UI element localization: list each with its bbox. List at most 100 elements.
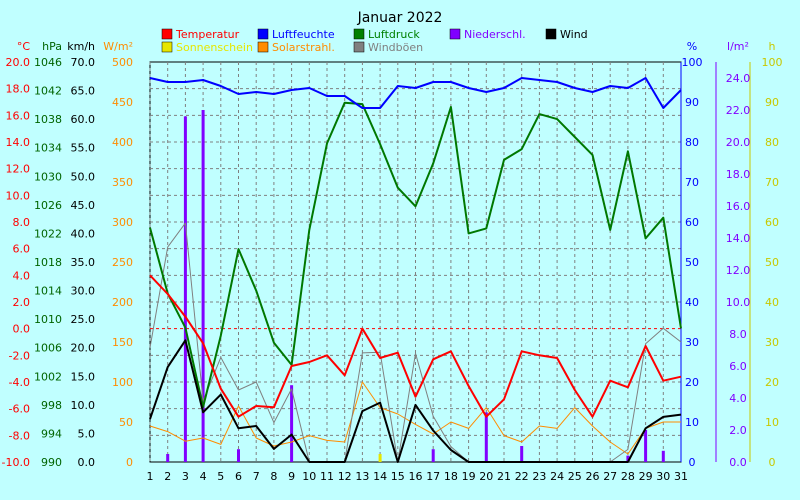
axis-tick-label: 20 (765, 376, 779, 389)
axis-tick-label: 55.0 (71, 142, 96, 155)
legend-label: Wind (560, 28, 588, 41)
axis-tick-label: 0.0 (729, 456, 747, 469)
axis-tick-label: 80 (685, 136, 699, 149)
axis-tick-label: 65.0 (71, 85, 96, 98)
left-axes: -10.0 -8.0 -6.0 -4.0 -2.0 0.0 2.0 4.0 6.0 8.0 10.0… (2, 56, 133, 469)
axis-tick-label: 2.0 (13, 296, 31, 309)
axis-tick-label: 350 (112, 176, 133, 189)
axis-tick-label: 1022 (34, 227, 62, 240)
axis-tick-label: 35.0 (71, 256, 96, 269)
axis-tick-label: 0.0 (13, 323, 31, 336)
axis-tick-label: 18.0 (6, 83, 31, 96)
axis-unit-label: h (769, 40, 776, 53)
axis-tick-label: 20.0 (726, 136, 751, 149)
axis-tick-label: 14.0 (6, 136, 31, 149)
legend-swatch (449, 28, 461, 40)
x-tick-label: 16 (409, 470, 423, 483)
legend-swatch (161, 28, 173, 40)
x-tick-label: 11 (320, 470, 334, 483)
axis-tick-label: 15.0 (71, 370, 96, 383)
axis-tick-label: 1042 (34, 85, 62, 98)
bar-niederschl (201, 110, 205, 462)
axis-tick-label: 14.0 (726, 232, 751, 245)
legend-label: Luftfeuchte (272, 28, 335, 41)
axis-tick-label: 10.0 (71, 399, 96, 412)
bar-niederschl (237, 449, 240, 462)
axis-tick-label: 1006 (34, 342, 62, 355)
axis-tick-label: 8.0 (729, 328, 747, 341)
x-tick-label: 23 (532, 470, 546, 483)
axis-tick-label: -4.0 (9, 376, 30, 389)
axis-tick-label: 8.0 (13, 216, 31, 229)
axis-tick-label: -2.0 (9, 349, 30, 362)
series-line-luftdruck (149, 101, 682, 408)
legend-swatch (353, 41, 365, 53)
axis-tick-label: 150 (112, 336, 133, 349)
axis-unit-label: km/h (67, 40, 95, 53)
axis-tick-label: -6.0 (9, 403, 30, 416)
axis-tick-label: 6.0 (13, 243, 31, 256)
axis-tick-label: 90 (685, 96, 699, 109)
axis-tick-label: 300 (112, 216, 133, 229)
right-axes: 01020304050607080901000.02.04.06.08.010.… (680, 56, 783, 469)
bar-niederschl (484, 412, 488, 462)
axis-tick-label: 994 (41, 427, 62, 440)
grid (149, 62, 682, 462)
axis-tick-label: 1002 (34, 370, 62, 383)
axis-tick-label: 50 (685, 256, 699, 269)
axis-tick-label: 4.0 (13, 269, 31, 282)
bar-niederschl (661, 450, 665, 462)
bar-niederschl (290, 385, 294, 462)
axis-tick-label: 0.0 (78, 456, 96, 469)
legend-item: Windböen (353, 41, 423, 54)
axis-units: °C hPa km/h W/m²% l/m² h (17, 40, 776, 53)
legend-swatch (161, 41, 173, 53)
axis-tick-label: 70 (765, 176, 779, 189)
legend-item: Solarstrahl. (257, 41, 335, 54)
axis-tick-label: 100 (112, 376, 133, 389)
x-tick-label: 13 (355, 470, 369, 483)
axis-tick-label: 1026 (34, 199, 62, 212)
x-tick-label: 24 (550, 470, 564, 483)
axis-tick-label: 45.0 (71, 199, 96, 212)
axis-tick-label: 50 (119, 416, 133, 429)
axis-tick-label: 70 (685, 176, 699, 189)
bar-niederschl (183, 116, 187, 463)
axis-tick-label: -10.0 (2, 456, 30, 469)
axis-tick-label: 1046 (34, 56, 62, 69)
x-tick-label: 12 (338, 470, 352, 483)
x-tick-label: 15 (391, 470, 405, 483)
legend-swatch (353, 28, 365, 40)
legend-label: Niederschl. (464, 28, 526, 41)
x-tick-label: 26 (586, 470, 600, 483)
x-tick-label: 21 (497, 470, 511, 483)
axis-tick-label: 10.0 (726, 296, 751, 309)
axis-tick-label: 90 (765, 96, 779, 109)
x-tick-label: 19 (462, 470, 476, 483)
x-tick-label: 6 (235, 470, 242, 483)
x-tick-label: 2 (164, 470, 171, 483)
axis-tick-label: 1030 (34, 170, 62, 183)
x-tick-label: 27 (603, 470, 617, 483)
x-tick-label: 14 (373, 470, 387, 483)
axis-tick-label: 10.0 (6, 189, 31, 202)
axis-tick-label: 1038 (34, 113, 62, 126)
x-tick-label: 25 (568, 470, 582, 483)
x-tick-label: 7 (253, 470, 260, 483)
axis-tick-label: 60.0 (71, 113, 96, 126)
legend-label: Windböen (368, 41, 423, 54)
series-line-luftfeuchte (149, 77, 682, 109)
bar-niederschl (626, 455, 630, 462)
axis-tick-label: 25.0 (71, 313, 96, 326)
axis-tick-label: 16.0 (726, 200, 751, 213)
axis-tick-label: 60 (765, 216, 779, 229)
axis-tick-label: 20.0 (6, 56, 31, 69)
axis-tick-label: 20 (685, 376, 699, 389)
legend-label: Luftdruck (368, 28, 420, 41)
axis-tick-label: 60 (685, 216, 699, 229)
x-tick-label: 3 (182, 470, 189, 483)
series-line-solarstrahl (149, 381, 681, 455)
axis-tick-label: 1014 (34, 285, 62, 298)
legend-label: Temperatur (175, 28, 240, 41)
bar-niederschl (166, 454, 170, 462)
